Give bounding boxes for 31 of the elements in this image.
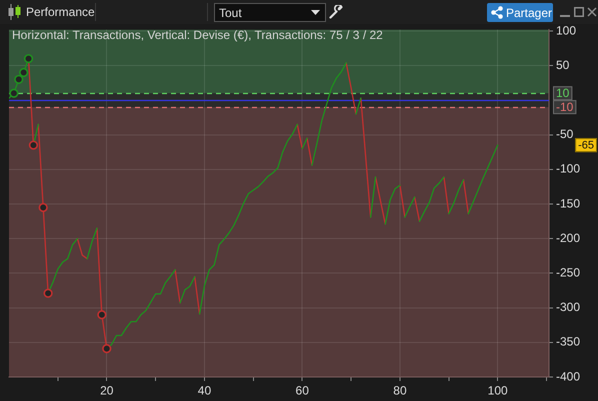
- chart-subtitle: Horizontal: Transactions, Vertical: Devise (€), Transactions: 75 / 3 / 22: [12, 28, 383, 42]
- dropdown-field[interactable]: Tout: [214, 3, 326, 22]
- chart-title: Performance: [26, 5, 95, 19]
- point: [97, 310, 106, 320]
- x-tick-label: 40: [198, 384, 212, 398]
- x-tick-label: 100: [488, 384, 508, 398]
- point: [102, 344, 112, 354]
- y-tick-label: -400: [556, 369, 580, 384]
- y-tick-label: 100: [556, 23, 576, 38]
- ref-line-label: 10: [556, 86, 570, 100]
- point: [24, 54, 34, 64]
- point: [19, 68, 28, 78]
- point: [38, 202, 48, 212]
- text: -65: [578, 140, 594, 152]
- point: [43, 288, 53, 298]
- y-tick-label: -200: [556, 230, 580, 245]
- share-button[interactable]: Partager: [487, 3, 553, 22]
- y-tick-label: -250: [556, 266, 580, 280]
- y-tick-label: -350: [556, 334, 580, 349]
- y-tick-label: -300: [556, 300, 580, 314]
- y-tick-label: -100: [556, 162, 580, 176]
- x-tick-label: 60: [296, 384, 310, 398]
- ref-line-label: -10: [556, 100, 574, 114]
- point: [14, 74, 24, 84]
- point: [28, 140, 38, 150]
- point: [9, 88, 18, 98]
- y-tick-label: -50: [556, 127, 574, 142]
- y-tick-label: -150: [556, 196, 580, 210]
- y-tick-label: 50: [556, 58, 570, 72]
- x-tick-label: 80: [393, 384, 407, 398]
- x-tick-label: 20: [100, 384, 114, 398]
